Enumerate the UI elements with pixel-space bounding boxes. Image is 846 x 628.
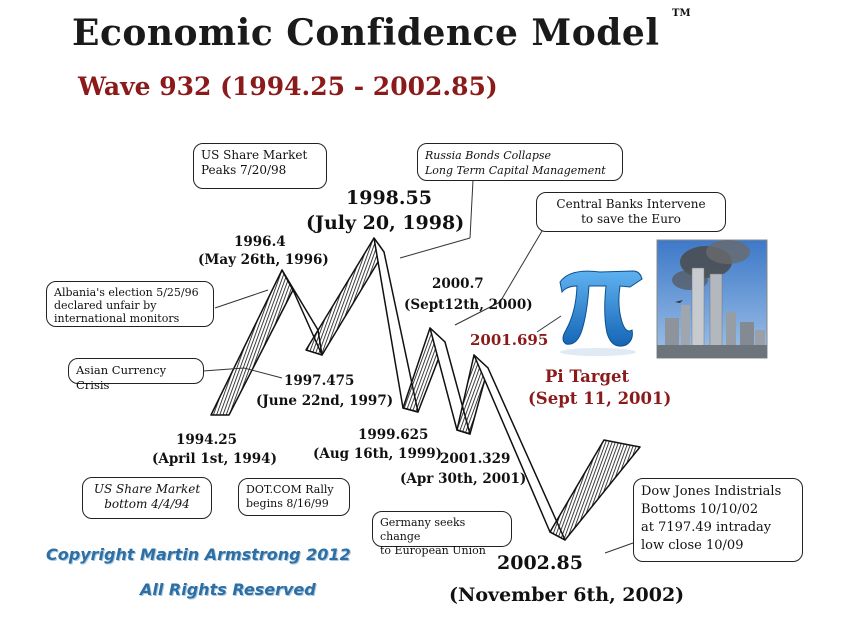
wave-rise-2002 <box>549 439 641 541</box>
callout-line: Long Term Capital Management <box>425 164 606 177</box>
callout-line: US Share Market <box>201 148 308 162</box>
callout-line: Asian Currency Crisis <box>76 363 167 392</box>
date-1997-475: 1997.475 <box>284 373 355 389</box>
date-1997-label: (June 22nd, 1997) <box>256 393 394 409</box>
callout-line: Russia Bonds Collapse <box>425 149 552 162</box>
callout-us-share-bottom: US Share Market bottom 4/4/94 <box>82 477 212 519</box>
date-2000-label: (Sept12th, 2000) <box>404 297 533 313</box>
pi-shadow <box>560 348 636 356</box>
date-2001-695: 2001.695 <box>470 331 549 349</box>
callout-line: Peaks 7/20/98 <box>201 163 287 177</box>
wave-subtitle: Wave 932 (1994.25 - 2002.85) <box>78 72 498 101</box>
callout-dotcom: DOT.COM Rally begins 8/16/99 <box>238 478 350 516</box>
date-2002-label: (November 6th, 2002) <box>449 584 685 606</box>
date-2001-label: (Apr 30th, 2001) <box>400 471 527 487</box>
rights-text: All Rights Reserved <box>140 580 316 599</box>
callout-albania: Albania's election 5/25/96 declared unfa… <box>46 281 214 327</box>
wave-ribbon <box>210 237 641 541</box>
callout-line: low close 10/09 <box>641 538 744 553</box>
copyright-text: Copyright Martin Armstrong 2012 <box>46 545 351 564</box>
callout-line: international monitors <box>54 312 180 325</box>
wtc-photo <box>656 239 768 359</box>
callout-germany: Germany seeks change to European Union <box>372 511 512 557</box>
pi-target-label: Pi Target <box>545 367 630 386</box>
date-1994-label: (April 1st, 1994) <box>152 451 277 467</box>
callout-line: begins 8/16/99 <box>246 497 329 510</box>
date-1996-4: 1996.4 <box>234 234 286 250</box>
callout-line: at 7197.49 intraday <box>641 520 772 535</box>
trademark-mark: TM <box>672 8 691 19</box>
callout-line: DOT.COM Rally <box>246 483 334 496</box>
callout-line: declared unfair by <box>54 299 157 312</box>
callout-dow-jones: Dow Jones Indistrials Bottoms 10/10/02 a… <box>633 478 803 562</box>
callout-line: to European Union <box>380 544 486 557</box>
page-title: Economic Confidence Model <box>72 12 660 54</box>
date-1998-55: 1998.55 <box>346 187 432 209</box>
pi-target-date: (Sept 11, 2001) <box>528 389 672 408</box>
date-2000-7: 2000.7 <box>432 276 484 292</box>
callout-us-share-peak: US Share Market Peaks 7/20/98 <box>193 143 327 189</box>
date-1998-label: (July 20, 1998) <box>306 212 465 234</box>
callout-line: Germany seeks change <box>380 516 466 543</box>
date-2002-85: 2002.85 <box>497 552 583 574</box>
callout-line: Bottoms 10/10/02 <box>641 502 759 517</box>
date-1999-625: 1999.625 <box>358 427 429 443</box>
date-1999-label: (Aug 16th, 1999) <box>313 446 443 462</box>
pi-symbol <box>559 270 643 347</box>
callout-line: to save the Euro <box>581 212 681 226</box>
callout-line: US Share Market <box>93 482 201 496</box>
connector-lines <box>202 179 634 554</box>
callout-line: Central Banks Intervene <box>556 197 706 211</box>
date-1996-label: (May 26th, 1996) <box>198 252 329 268</box>
date-1994-25: 1994.25 <box>176 432 238 448</box>
callout-asian-crisis: Asian Currency Crisis <box>68 358 204 392</box>
callout-central-banks: Central Banks Intervene to save the Euro <box>536 192 726 232</box>
callout-russia: Russia Bonds Collapse Long Term Capital … <box>417 143 623 181</box>
callout-line: Albania's election 5/25/96 <box>54 286 199 299</box>
callout-line: Dow Jones Indistrials <box>641 484 782 499</box>
callout-line: bottom 4/4/94 <box>104 497 190 511</box>
date-2001-329: 2001.329 <box>440 451 511 467</box>
